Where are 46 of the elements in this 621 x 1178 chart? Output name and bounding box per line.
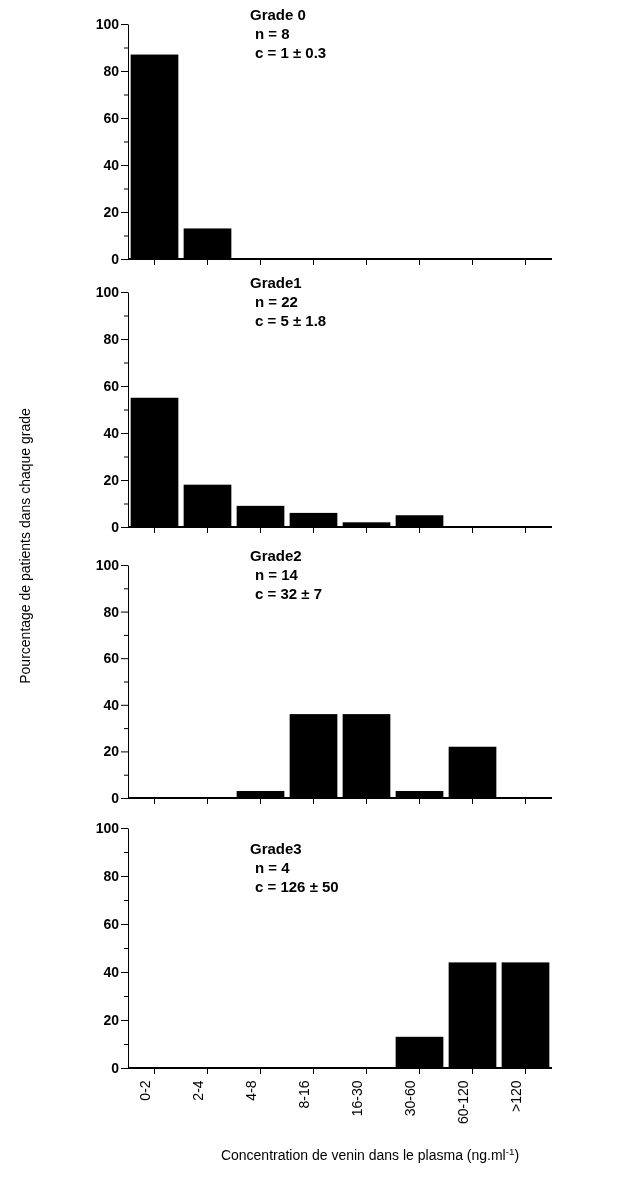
text: Grade3 bbox=[250, 840, 302, 857]
annotation: c = 32 ± 7 bbox=[255, 585, 323, 602]
y-tick-label: 60 bbox=[103, 109, 120, 126]
x-axis-title: Concentration de venin dans le plasma (ng.ml$^{-1}$) bbox=[220, 1145, 520, 1163]
annotation: n = 4 bbox=[255, 859, 291, 876]
x-tick-label: 0-2 bbox=[136, 1080, 153, 1101]
y-tick-label: 20 bbox=[103, 1011, 120, 1028]
x-tick-label: 4-8 bbox=[242, 1080, 259, 1101]
chart-title: Grade2 bbox=[250, 547, 302, 564]
y-tick-label: 60 bbox=[103, 377, 120, 394]
x-tick-label: 2-4 bbox=[189, 1080, 206, 1101]
x-tick-label: 60-120 bbox=[454, 1080, 471, 1124]
y-tick-label: 40 bbox=[103, 963, 120, 980]
annotation: c = 5 ± 1.8 bbox=[255, 312, 327, 329]
y-tick-label: 80 bbox=[103, 62, 120, 79]
y-tick-label: 40 bbox=[103, 696, 120, 713]
x-tick-label: 30-60 bbox=[401, 1080, 418, 1117]
y-tick-label: 60 bbox=[103, 650, 120, 667]
y-tick-label: 0 bbox=[111, 250, 120, 267]
y-tick-label: 40 bbox=[103, 424, 120, 441]
chart-title: Grade1 bbox=[250, 274, 302, 291]
annotation: c = 1 ± 0.3 bbox=[255, 44, 327, 61]
y-tick-label: 80 bbox=[103, 330, 120, 347]
y-tick-label: 100 bbox=[95, 283, 120, 300]
y-tick-label: 80 bbox=[103, 603, 120, 620]
y-tick-label: 20 bbox=[103, 743, 120, 760]
y-axis-title: Pourcentage de patients dans chaque grade bbox=[17, 408, 33, 684]
y-tick-label: 60 bbox=[103, 915, 120, 932]
y-tick-label: 0 bbox=[111, 518, 120, 535]
y-tick-label: 80 bbox=[103, 867, 120, 884]
y-tick-label: 100 bbox=[95, 819, 120, 836]
x-tick-label: 8-16 bbox=[295, 1080, 312, 1109]
y-tick-label: 20 bbox=[103, 471, 120, 488]
y-tick-label: 100 bbox=[95, 556, 120, 573]
annotation: n = 22 bbox=[255, 293, 298, 310]
y-tick-label: 0 bbox=[111, 1059, 120, 1076]
y-tick-label: 20 bbox=[103, 203, 120, 220]
x-tick-label: >120 bbox=[507, 1080, 524, 1112]
annotation: c = 126 ± 50 bbox=[255, 878, 339, 895]
chart-title: Grade 0 bbox=[250, 6, 306, 23]
y-tick-label: 40 bbox=[103, 156, 120, 173]
y-tick-label: 0 bbox=[111, 789, 120, 806]
annotation: n = 8 bbox=[255, 25, 290, 42]
x-tick-label: 16-30 bbox=[348, 1080, 365, 1117]
y-tick-label: 100 bbox=[95, 15, 120, 32]
annotation: n = 14 bbox=[255, 566, 299, 583]
